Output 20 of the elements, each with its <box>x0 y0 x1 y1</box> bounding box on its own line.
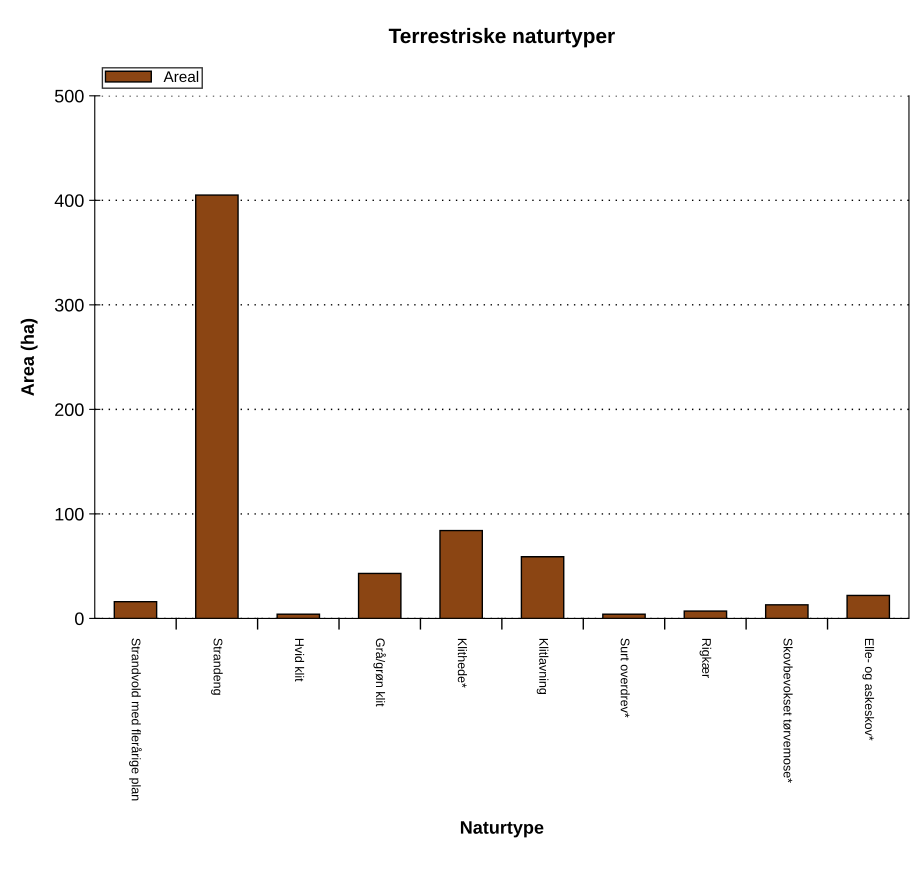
y-tick-label: 400 <box>54 194 84 208</box>
y-tick-label: 100 <box>56 508 84 521</box>
x-tick-label: Strandvold med flerårige plan <box>129 638 142 800</box>
x-tick-label: Hvid klit <box>294 638 304 682</box>
x-tick-label: Elle- og askeskov* <box>862 638 874 740</box>
y-axis-title: Area (ha) <box>20 318 38 396</box>
y-tick-label: 0 <box>75 612 84 626</box>
x-tick-label: Rigkær <box>700 638 712 678</box>
x-tick-label: Klitlavning <box>536 638 548 694</box>
x-axis-title: Naturtype <box>460 821 544 838</box>
y-tick-label: 300 <box>54 298 84 312</box>
chart-title: Terrestriske naturtyper <box>388 28 615 48</box>
x-tick-label: Grå/grøn klit <box>373 638 386 707</box>
legend-label: Areal <box>164 70 198 82</box>
x-tick-label: Strandeng <box>211 638 223 695</box>
x-tick-label: Skovbevokset tørvemose* <box>783 638 793 783</box>
x-tick-label: Klithede* <box>458 638 467 688</box>
y-tick-label: 200 <box>55 403 84 416</box>
y-tick-label: 500 <box>54 90 84 103</box>
x-tick-label: Surt overdrev* <box>620 638 630 718</box>
